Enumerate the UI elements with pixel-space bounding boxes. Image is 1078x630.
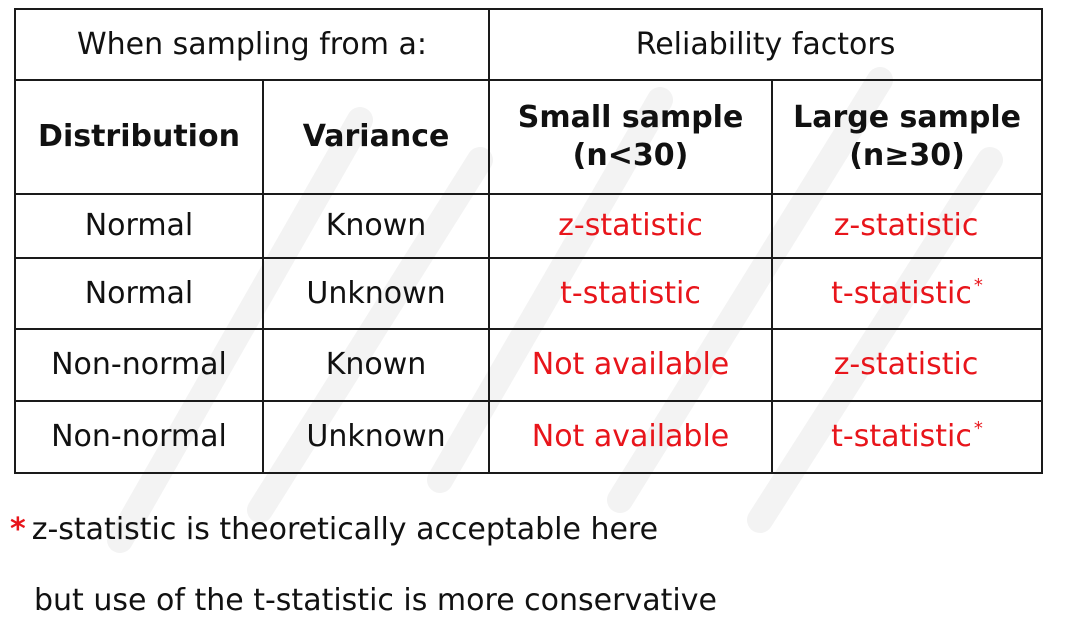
- variance-cell: Unknown: [261, 257, 491, 330]
- footnote-line-1: * z-statistic is theoretically acceptable…: [10, 512, 658, 547]
- table-row: Normal Unknown t-statistic t-statistic *: [14, 257, 1044, 330]
- small-sample-condition: (n<30): [572, 138, 689, 173]
- small-sample-cell: Not available: [488, 328, 774, 402]
- distribution-cell: Non-normal: [14, 328, 264, 402]
- small-sample-cell: z-statistic: [488, 193, 774, 259]
- reliability-factors-header: Reliability factors: [488, 8, 1044, 81]
- small-sample-label: Small sample: [517, 100, 744, 135]
- large-sample-value: z-statistic: [833, 208, 979, 243]
- footnote-marker: *: [973, 418, 983, 439]
- variance-cell: Unknown: [261, 400, 491, 474]
- large-sample-cell: t-statistic *: [771, 400, 1044, 474]
- large-sample-cell: z-statistic: [771, 193, 1044, 259]
- distribution-cell: Normal: [14, 257, 264, 330]
- distribution-header: Distribution: [14, 79, 264, 195]
- footnote-text-2: but use of the t-statistic is more conse…: [34, 583, 717, 618]
- large-sample-condition: (n≥30): [849, 138, 965, 173]
- reliability-factors-table: When sampling from a: Reliability factor…: [13, 8, 1044, 474]
- large-sample-label: Large sample: [793, 100, 1021, 135]
- large-sample-value: t-statistic: [831, 275, 972, 311]
- table-row: Non-normal Known Not available z-statist…: [14, 328, 1044, 402]
- variance-header: Variance: [261, 79, 491, 195]
- small-sample-cell: Not available: [488, 400, 774, 474]
- large-sample-cell: z-statistic: [771, 328, 1044, 402]
- footnote-text-1: z-statistic is theoretically acceptable …: [31, 512, 659, 547]
- distribution-cell: Normal: [14, 193, 264, 259]
- small-sample-header: Small sample (n<30): [488, 79, 774, 195]
- small-sample-cell: t-statistic: [488, 257, 774, 330]
- large-sample-value: t-statistic: [831, 419, 972, 454]
- footnote-asterisk: *: [10, 512, 26, 547]
- variance-cell: Known: [261, 328, 491, 402]
- footnote-marker: *: [973, 274, 983, 296]
- variance-cell: Known: [261, 193, 491, 259]
- table-title-row: When sampling from a: Reliability factor…: [13, 8, 1044, 81]
- table-header-row: Distribution Variance Small sample (n<30…: [14, 79, 1044, 195]
- footnote-line-2: but use of the t-statistic is more conse…: [34, 583, 717, 618]
- table-row: Non-normal Unknown Not available t-stati…: [14, 400, 1044, 474]
- large-sample-header: Large sample (n≥30): [771, 79, 1044, 195]
- large-sample-value: z-statistic: [833, 347, 979, 382]
- distribution-cell: Non-normal: [14, 400, 264, 474]
- large-sample-cell: t-statistic *: [771, 257, 1044, 330]
- table-row: Normal Known z-statistic z-statistic: [14, 193, 1044, 259]
- sampling-from-header: When sampling from a:: [13, 8, 491, 81]
